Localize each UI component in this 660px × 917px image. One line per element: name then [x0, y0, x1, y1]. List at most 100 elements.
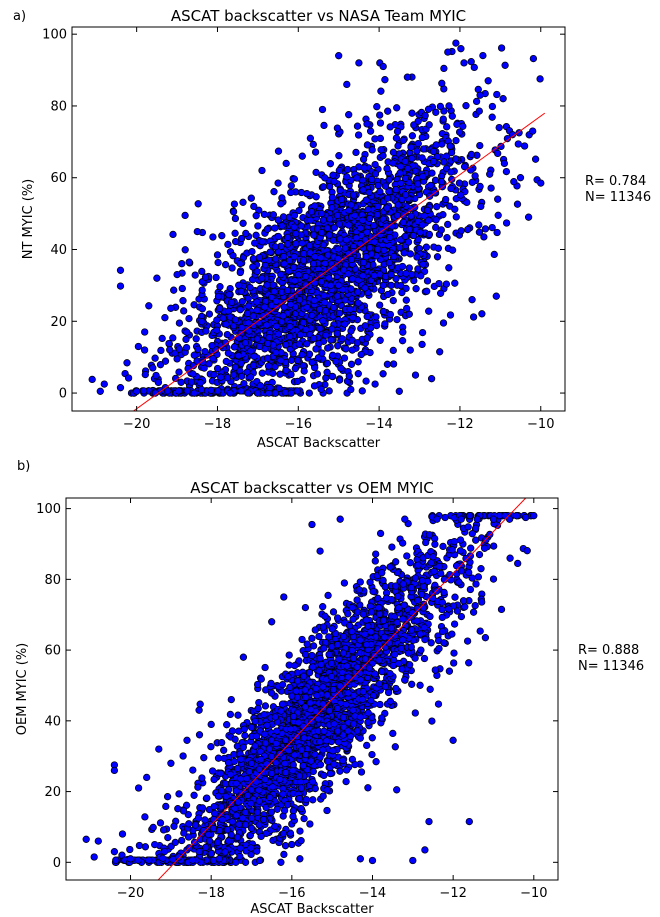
- scatter-point: [319, 792, 327, 800]
- scatter-point: [290, 175, 299, 183]
- scatter-point: [320, 644, 328, 652]
- scatter-point: [190, 791, 198, 799]
- scatter-point: [251, 239, 259, 247]
- scatter-point: [166, 346, 174, 354]
- scatter-point: [319, 183, 328, 191]
- scatter-point: [208, 767, 217, 775]
- scatter-point: [305, 241, 314, 250]
- scatter-point: [460, 163, 469, 171]
- scatter-point: [457, 45, 465, 53]
- scatter-point: [253, 335, 261, 343]
- scatter-point: [349, 314, 357, 322]
- scatter-point: [210, 371, 218, 379]
- scatter-point: [450, 620, 459, 628]
- scatter-point: [404, 238, 413, 246]
- scatter-point: [247, 347, 255, 355]
- scatter-point: [208, 342, 216, 350]
- panel-b-label: b): [17, 459, 31, 474]
- scatter-point: [443, 234, 451, 242]
- scatter-point: [342, 345, 350, 353]
- scatter-point: [456, 536, 465, 544]
- scatter-point: [177, 378, 185, 386]
- scatter-point: [378, 667, 386, 676]
- scatter-point: [450, 649, 458, 657]
- scatter-point: [389, 729, 397, 738]
- scatter-point: [434, 244, 443, 252]
- scatter-point: [413, 147, 421, 155]
- scatter-point: [327, 336, 335, 344]
- scatter-point: [442, 152, 451, 160]
- scatter-point: [241, 731, 249, 740]
- y-axis-label: NT MYIC (%): [21, 179, 36, 260]
- scatter-point: [351, 760, 359, 769]
- scatter-point: [282, 768, 290, 777]
- scatter-point: [269, 211, 278, 219]
- scatter-point: [145, 302, 153, 310]
- scatter-point: [281, 388, 289, 396]
- scatter-point: [411, 654, 419, 662]
- scatter-point: [278, 681, 287, 689]
- scatter-point: [267, 679, 275, 688]
- scatter-point: [244, 389, 252, 397]
- scatter-point: [352, 148, 360, 157]
- scatter-point: [421, 111, 429, 120]
- scatter-point: [422, 538, 430, 547]
- scatter-point: [386, 123, 394, 131]
- scatter-point: [318, 349, 326, 357]
- scatter-point: [315, 667, 323, 675]
- scatter-point: [471, 172, 479, 180]
- scatter-point: [433, 253, 442, 261]
- scatter-point: [362, 616, 371, 624]
- scatter-point: [524, 213, 533, 221]
- scatter-point: [438, 598, 447, 607]
- scatter-point: [311, 202, 319, 210]
- scatter-point: [343, 80, 351, 89]
- scatter-point: [223, 330, 231, 339]
- scatter-point: [467, 58, 475, 66]
- scatter-point: [243, 774, 251, 783]
- scatter-point: [258, 238, 266, 246]
- scatter-point: [88, 375, 96, 384]
- scatter-point: [112, 856, 120, 864]
- scatter-point: [475, 228, 484, 236]
- scatter-point: [333, 211, 342, 219]
- scatter-point: [414, 180, 422, 188]
- scatter-point: [379, 62, 387, 71]
- scatter-point: [274, 232, 283, 241]
- scatter-point: [190, 351, 198, 359]
- scatter-point: [140, 346, 149, 354]
- scatter-point: [270, 287, 278, 296]
- scatter-point: [96, 387, 104, 395]
- scatter-point: [381, 320, 389, 328]
- scatter-point: [299, 256, 308, 264]
- scatter-point: [151, 354, 159, 362]
- scatter-point: [513, 200, 522, 208]
- scatter-point: [321, 307, 330, 315]
- scatter-point: [262, 321, 271, 329]
- scatter-point: [349, 191, 358, 199]
- scatter-point: [228, 298, 236, 306]
- scatter-point: [334, 342, 342, 350]
- scatter-point: [393, 104, 401, 112]
- scatter-point: [366, 127, 375, 135]
- scatter-point: [292, 240, 300, 248]
- scatter-point: [190, 389, 198, 397]
- scatter-point: [319, 683, 327, 691]
- scatter-point: [338, 195, 346, 204]
- scatter-point: [383, 194, 392, 202]
- scatter-point: [161, 357, 170, 365]
- scatter-point: [181, 246, 189, 254]
- scatter-point: [379, 307, 388, 316]
- scatter-point: [431, 666, 439, 674]
- scatter-point: [223, 826, 232, 834]
- scatter-point: [272, 255, 280, 263]
- scatter-point: [414, 265, 422, 273]
- scatter-point: [213, 326, 221, 334]
- scatter-point: [407, 143, 415, 151]
- scatter-point: [501, 61, 509, 69]
- scatter-point: [271, 243, 279, 251]
- scatter-point: [199, 358, 207, 366]
- scatter-point: [437, 226, 445, 234]
- scatter-point: [456, 191, 465, 199]
